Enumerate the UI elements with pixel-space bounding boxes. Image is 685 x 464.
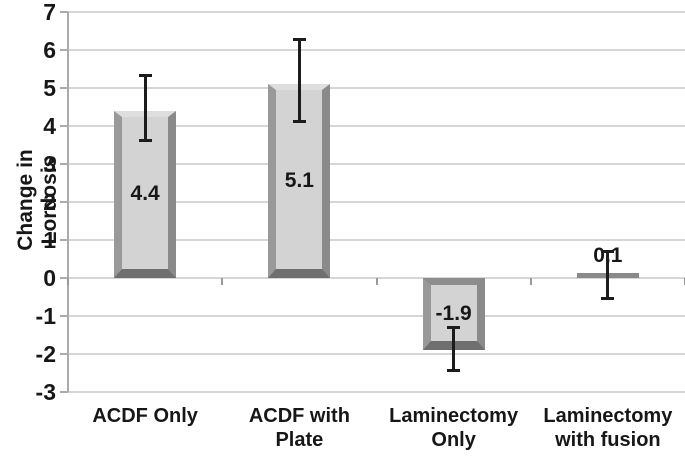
- category-axis-tick: [529, 278, 532, 285]
- error-bar-cap-top: [138, 73, 152, 77]
- y-axis-tick: [60, 315, 68, 317]
- x-axis-category-label: Laminectomy with fusion: [543, 405, 673, 451]
- y-axis-tick-label: -3: [35, 379, 56, 405]
- y-axis-tick: [60, 353, 68, 355]
- error-bar: [297, 38, 301, 123]
- y-axis-tick: [60, 391, 68, 393]
- error-bar: [143, 74, 147, 142]
- gridline: [68, 163, 685, 165]
- x-axis-category-label: ACDF Only: [92, 405, 198, 427]
- error-bar-cap-bottom: [601, 296, 615, 300]
- error-bar-cap-top: [292, 37, 306, 41]
- error-bar-cap-top: [447, 326, 461, 330]
- error-bar-cap-bottom: [447, 369, 461, 373]
- y-axis-tick-label: -1: [35, 303, 56, 329]
- bar-value-label: -1.9: [435, 302, 472, 326]
- gridline: [68, 49, 685, 51]
- y-axis-tick-label: 4: [43, 113, 56, 139]
- category-axis-tick: [375, 278, 378, 285]
- y-axis-line: [67, 12, 69, 392]
- y-axis-tick-label: 3: [43, 151, 56, 177]
- error-bar: [452, 327, 456, 372]
- y-axis-tick: [60, 49, 68, 51]
- gridline: [68, 11, 685, 13]
- y-axis-tick: [60, 239, 68, 241]
- bar-value-label: 5.1: [284, 169, 314, 193]
- error-bar-cap-bottom: [138, 139, 152, 143]
- gridline: [68, 87, 685, 89]
- error-bar-cap-top: [601, 250, 615, 254]
- y-axis-tick-label: -2: [35, 341, 56, 367]
- gridline: [68, 315, 685, 317]
- bar-value-label: 4.4: [130, 182, 160, 206]
- y-axis-tick: [60, 201, 68, 203]
- error-bar: [606, 251, 610, 299]
- gridline: [68, 125, 685, 127]
- gridline: [68, 353, 685, 355]
- error-bar-cap-bottom: [292, 120, 306, 124]
- y-axis-tick: [60, 125, 68, 127]
- category-axis-tick: [67, 278, 69, 285]
- x-axis-category-label: Laminectomy Only: [389, 405, 519, 451]
- y-axis-tick-label: 2: [43, 189, 56, 215]
- y-axis-tick-label: 5: [43, 75, 56, 101]
- y-axis-tick: [60, 163, 68, 165]
- y-axis-tick-label: 7: [43, 0, 56, 25]
- y-axis-tick: [60, 277, 68, 279]
- y-axis-tick-label: 0: [43, 265, 56, 291]
- y-axis-tick: [60, 11, 68, 13]
- y-axis-tick-label: 1: [43, 227, 56, 253]
- gridline: [68, 391, 685, 393]
- gridline: [68, 239, 685, 241]
- gridline: [68, 201, 685, 203]
- x-axis-category-label: ACDF with Plate: [248, 405, 350, 451]
- y-axis-tick: [60, 87, 68, 89]
- y-axis-tick-label: 6: [43, 37, 56, 63]
- category-axis-tick: [221, 278, 224, 285]
